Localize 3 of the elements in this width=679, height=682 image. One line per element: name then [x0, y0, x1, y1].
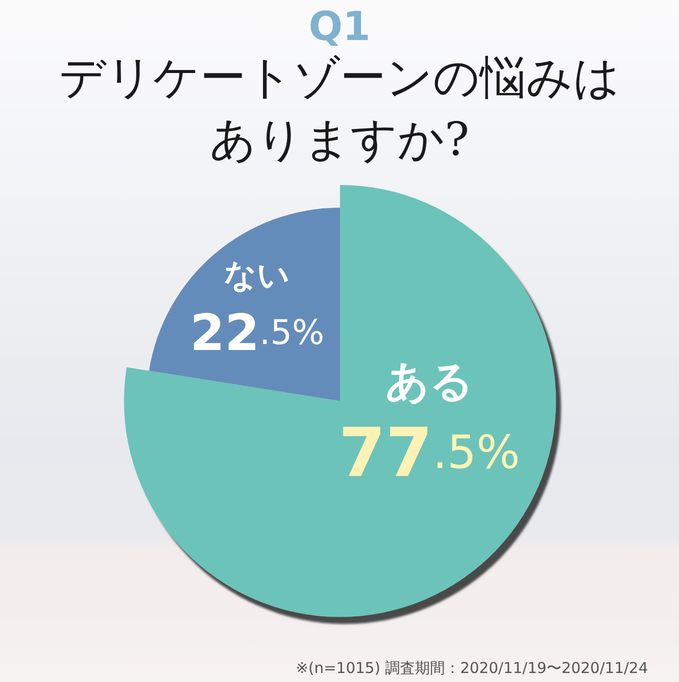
chart-title: デリケートゾーンの悩みはありますか?: [58, 49, 621, 168]
annotation: Q1: [308, 4, 370, 50]
annotation: ※(n=1015) 調査期間：2020/11/19〜2020/11/24: [296, 659, 648, 677]
